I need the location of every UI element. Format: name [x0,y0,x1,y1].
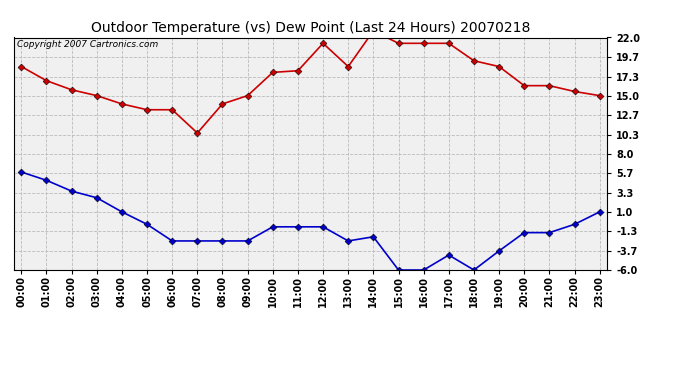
Text: Copyright 2007 Cartronics.com: Copyright 2007 Cartronics.com [17,40,158,49]
Title: Outdoor Temperature (vs) Dew Point (Last 24 Hours) 20070218: Outdoor Temperature (vs) Dew Point (Last… [91,21,530,35]
